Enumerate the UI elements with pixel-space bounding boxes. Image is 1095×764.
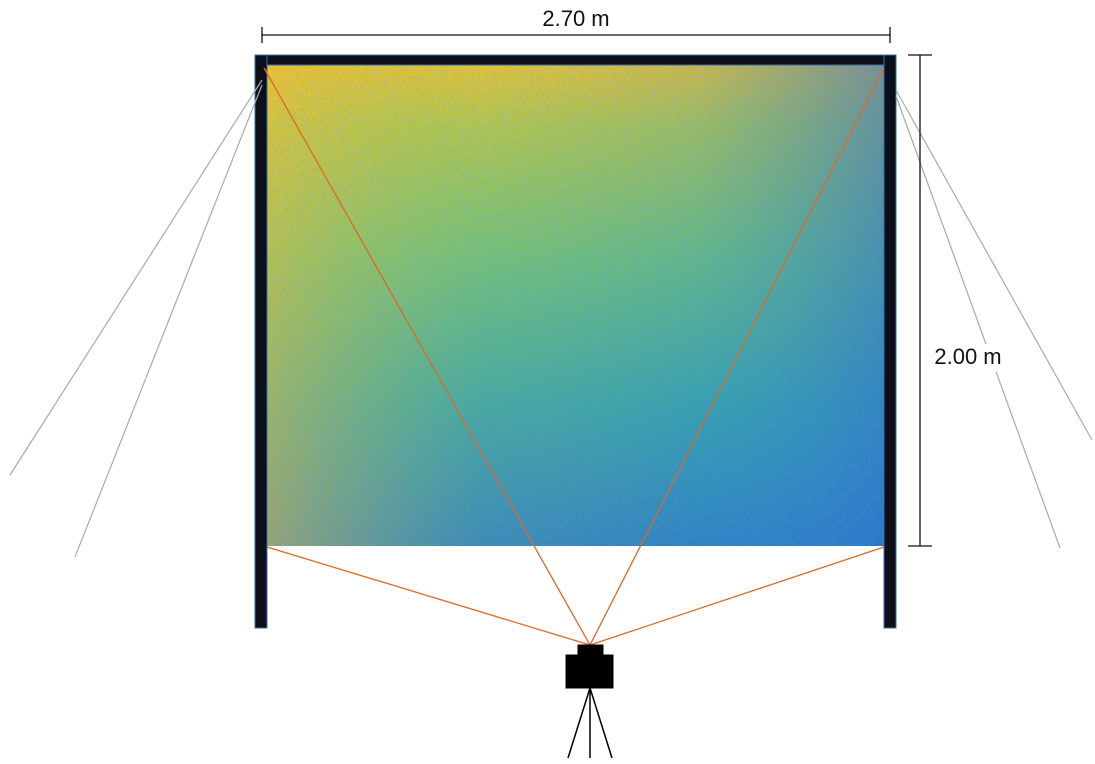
diagram: 2.70 m 2.00 m [0, 0, 1095, 759]
width-label: 2.70 m [542, 6, 609, 31]
height-dimension [908, 55, 932, 546]
page: {"dimensions": {"width": "2.70 m", "heig… [0, 0, 1095, 759]
intensity-map [267, 65, 884, 546]
camera [566, 645, 613, 758]
height-label: 2.00 m [934, 344, 1001, 369]
